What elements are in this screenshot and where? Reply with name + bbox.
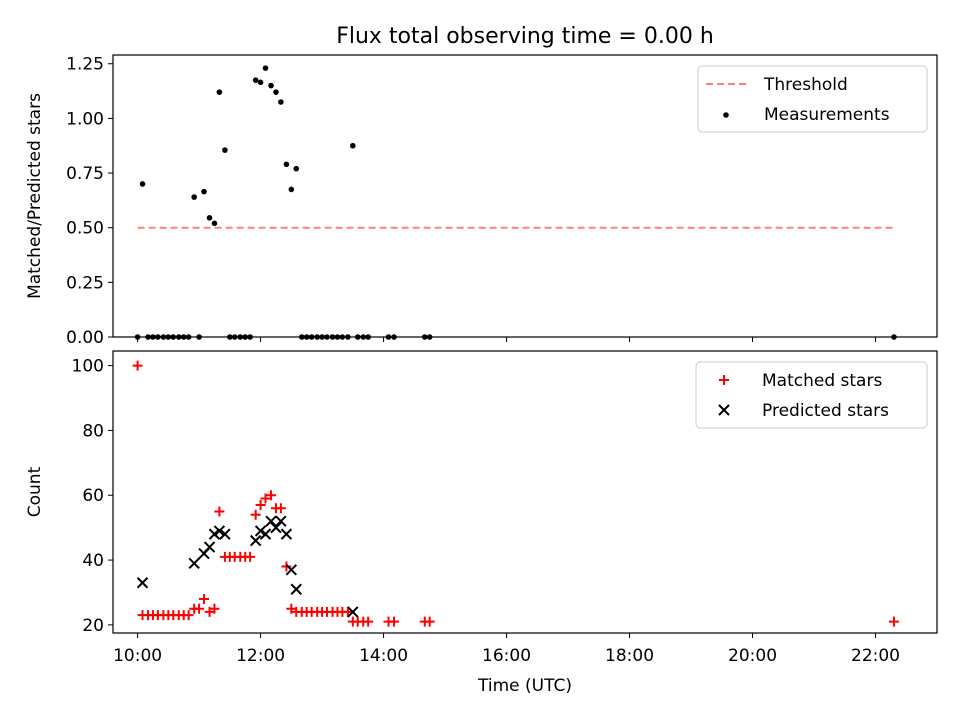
matched-star-marker [281,561,292,572]
measurement-point [191,194,197,200]
matched-star-marker [342,606,353,617]
matched-star-marker [250,509,261,520]
matched-star-marker [209,603,220,614]
y-tick-label: 1.25 [66,55,104,75]
predicted-star-marker [275,515,287,527]
matched-star-marker [132,360,143,371]
predicted-star-marker [270,521,282,534]
y-axis-label: Matched/Predicted stars [25,93,45,299]
predicted-star-marker [280,528,293,540]
measurement-point [201,188,207,195]
measurement-point [211,220,218,227]
y-axis-label: Count [25,466,45,517]
x-tick-label: 10:00 [113,646,162,666]
legend-label: Threshold [763,75,848,95]
legend-label: Predicted stars [762,401,889,421]
predicted-star-marker [290,583,302,595]
x-tick-label: 22:00 [851,646,900,666]
matched-star-marker [266,490,277,501]
plot-frame [112,54,938,338]
predicted-star-marker [188,557,200,570]
measurement-point [262,65,269,71]
legend-box [697,65,928,133]
matched-star-marker [260,493,271,504]
plot-frame [112,350,938,634]
matched-star-marker [183,610,194,621]
legend-marker-predicted [718,404,730,416]
measurement-point [206,215,213,221]
measurement-point [273,89,279,95]
legend-label: Matched stars [762,371,882,391]
measurement-point [216,89,223,95]
measurement-point [268,82,274,89]
x-tick-label: 14:00 [359,646,408,666]
matched-star-marker [389,616,400,627]
measurement-point [139,181,146,187]
matched-star-marker [363,616,374,627]
chart-title: Flux total observing time = 0.00 h [336,24,714,49]
predicted-star-marker [254,525,267,537]
y-tick-label: 0.25 [66,273,104,293]
measurement-point [283,161,290,168]
measurement-point [278,99,284,105]
matched-star-marker [255,499,266,510]
x-axis-label: Time (UTC) [477,676,572,696]
predicted-star-marker [136,577,149,589]
measurement-point [350,142,356,149]
matched-star-marker [214,506,225,517]
measurement-point [288,186,295,193]
matched-star-marker [424,616,435,627]
predicted-star-marker [259,528,272,540]
y-tick-label: 60 [82,486,104,506]
matched-star-marker [888,616,899,627]
predicted-star-marker [219,528,231,540]
y-tick-label: 100 [72,357,104,377]
bottom-panel: 20 40 60 80 100 10:00 12:00 14:00 16:00 18:00 20:0… [25,350,938,696]
y-tick-label: 40 [82,551,104,571]
measurement-point [257,79,264,86]
matched-star-marker [275,503,286,514]
predicted-star-marker [285,564,298,576]
matched-star-marker [245,551,256,562]
legend-marker-matched [719,375,729,385]
legend-box [695,361,928,429]
y-tick-label: 20 [82,616,104,636]
legend: Threshold Measurements [697,65,928,133]
legend: Matched stars Predicted stars [695,361,928,429]
predicted-star-marker [249,534,262,547]
matched-star-marker [194,603,205,614]
y-tick-label: 0.50 [66,219,104,239]
measurement-point [252,77,259,83]
predicted-star-marker [203,541,216,553]
y-tick-label: 0.75 [66,164,104,184]
matched-star-marker [199,593,210,604]
top-panel: 0.00 0.25 0.50 0.75 1.00 1.25 Matched/Predicte… [25,54,938,348]
x-tick-label: 20:00 [728,646,777,666]
y-tick-label: 80 [82,421,104,441]
x-tick-label: 16:00 [482,646,531,666]
measurement-point [222,147,228,153]
predicted-star-marker [208,528,221,540]
legend-label: Measurements [764,105,890,125]
measurement-point [293,165,300,172]
legend-marker-measurements [723,112,729,118]
predicted-star-marker [347,606,359,618]
y-tick-label: 0.00 [66,328,104,348]
x-tick-label: 12:00 [236,646,285,666]
predicted-star-marker [213,525,226,537]
predicted-star-marker [265,515,277,527]
y-tick-label: 1.00 [66,109,104,129]
x-tick-label: 18:00 [605,646,654,666]
